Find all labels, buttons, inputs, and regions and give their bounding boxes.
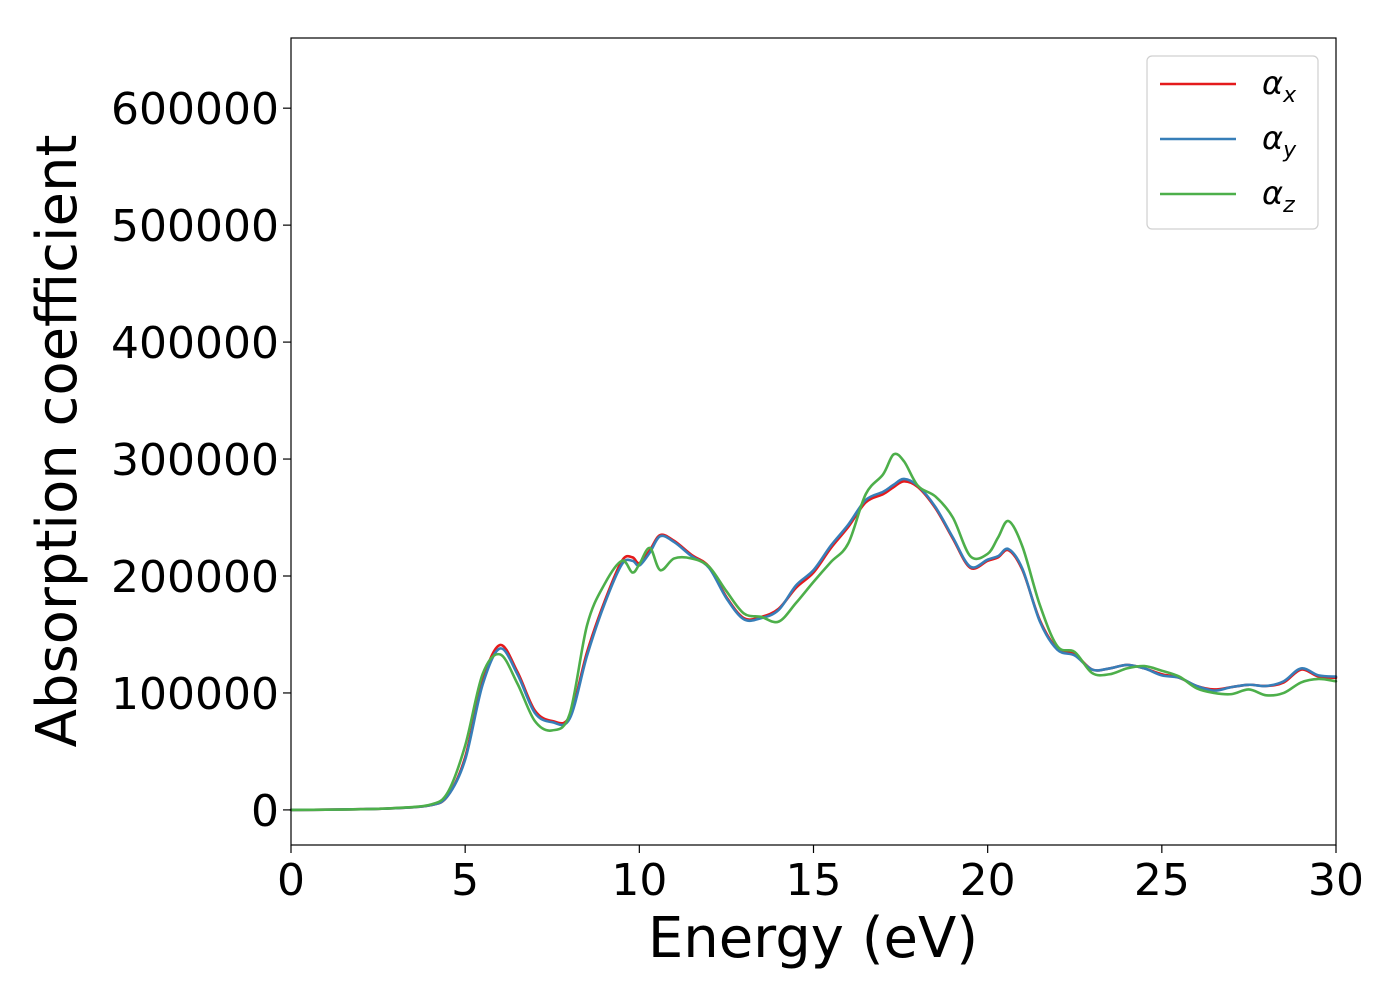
legend-label-alpha-x: αx bbox=[1262, 64, 1297, 108]
x-tick-label: 30 bbox=[1308, 855, 1364, 906]
series-line-alpha-z bbox=[289, 452, 1338, 812]
legend-box bbox=[1146, 55, 1319, 230]
y-tick-label: 100000 bbox=[111, 669, 279, 720]
x-tick-label: 0 bbox=[277, 855, 305, 906]
x-tick-label: 10 bbox=[611, 855, 667, 906]
legend-label-alpha-y: αy bbox=[1262, 119, 1297, 163]
y-tick-label: 400000 bbox=[111, 318, 279, 369]
y-axis-title: Absorption coefficient bbox=[25, 135, 90, 748]
y-tick-label: 500000 bbox=[111, 201, 279, 252]
x-tick-label: 5 bbox=[451, 855, 479, 906]
series-layer bbox=[289, 452, 1338, 812]
x-tick-label: 15 bbox=[786, 855, 842, 906]
x-axis-ticks: 0 5 10 15 20 25 30 bbox=[277, 845, 1364, 906]
legend: αx αy αz bbox=[1146, 55, 1319, 230]
y-tick-label: 300000 bbox=[111, 435, 279, 486]
y-axis-ticks: 0 100000 200000 300000 400000 500000 600000 bbox=[111, 84, 291, 837]
y-tick-label: 600000 bbox=[111, 84, 279, 135]
x-tick-label: 25 bbox=[1134, 855, 1190, 906]
x-axis-title: Energy (eV) bbox=[648, 906, 978, 971]
series-line-alpha-y bbox=[289, 477, 1338, 812]
y-tick-label: 200000 bbox=[111, 552, 279, 603]
x-tick-label: 20 bbox=[960, 855, 1016, 906]
y-tick-label: 0 bbox=[251, 786, 279, 837]
legend-label-alpha-z: αz bbox=[1262, 174, 1295, 218]
